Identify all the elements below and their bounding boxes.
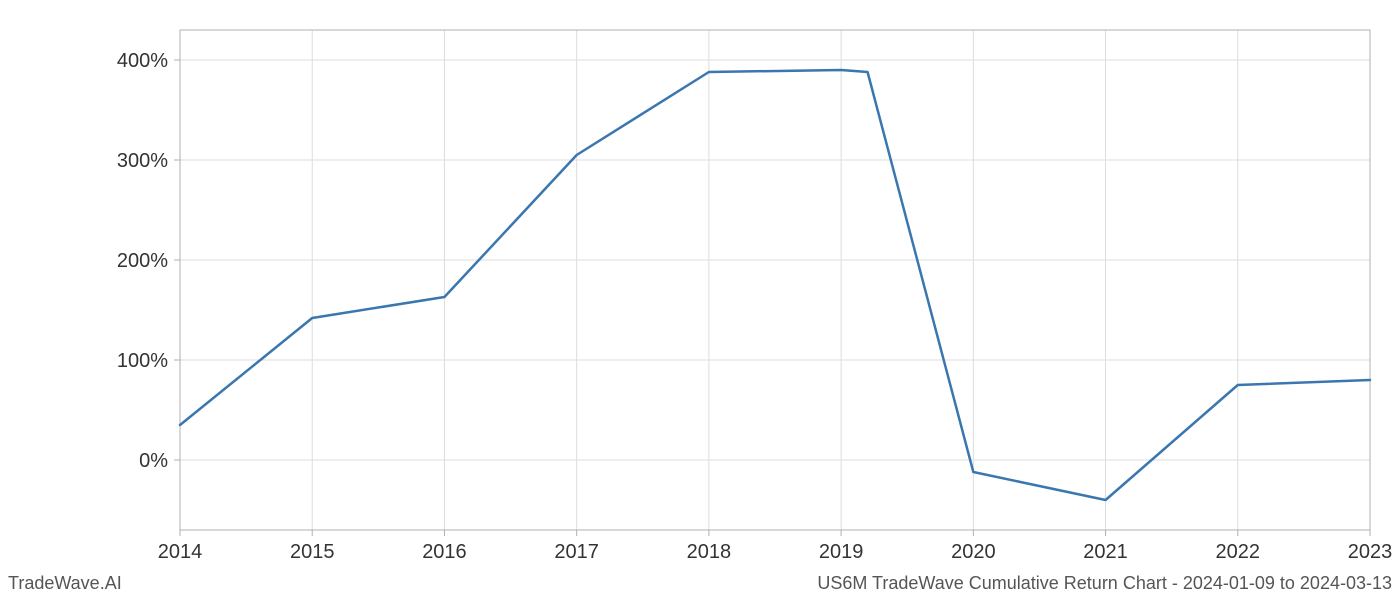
- x-tick-label: 2015: [290, 541, 335, 563]
- data-line: [180, 70, 1370, 500]
- x-tick-label: 2019: [819, 541, 864, 563]
- y-tick-label: 0%: [139, 450, 168, 472]
- x-tick-label: 2017: [554, 541, 599, 563]
- plot-border: [180, 30, 1370, 530]
- x-tick-label: 2020: [951, 541, 996, 563]
- footer-left-brand: TradeWave.AI: [8, 573, 122, 594]
- x-tick-label: 2018: [687, 541, 732, 563]
- x-tick-label: 2023: [1348, 541, 1393, 563]
- x-tick-label: 2021: [1083, 541, 1128, 563]
- y-tick-label: 200%: [117, 250, 168, 272]
- y-tick-label: 300%: [117, 150, 168, 172]
- x-tick-label: 2022: [1216, 541, 1261, 563]
- x-tick-label: 2014: [158, 541, 203, 563]
- footer-right-caption: US6M TradeWave Cumulative Return Chart -…: [817, 573, 1392, 594]
- y-tick-label: 100%: [117, 350, 168, 372]
- line-chart: 2014 2015 2016 2017 2018 2019 2020 2021 2022 2023…: [0, 0, 1400, 600]
- chart-container: 2014 2015 2016 2017 2018 2019 2020 2021 2022 2023…: [0, 0, 1400, 600]
- x-tick-label: 2016: [422, 541, 467, 563]
- y-tick-label: 400%: [117, 50, 168, 72]
